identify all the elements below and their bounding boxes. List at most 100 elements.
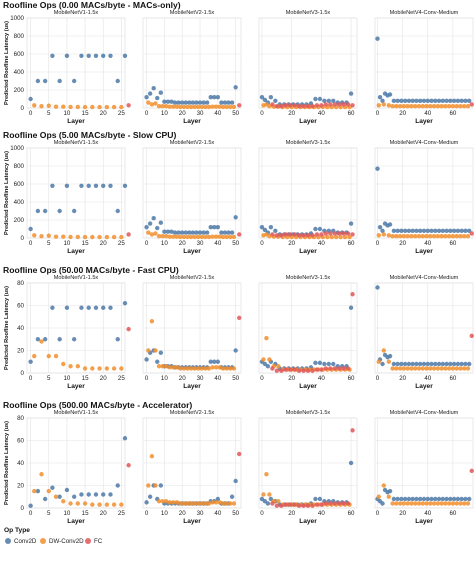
x-tick-label: 40 xyxy=(424,110,431,117)
x-tick-label: 0 xyxy=(145,510,149,517)
point-dwconv2d xyxy=(381,102,386,107)
point-conv2d xyxy=(380,228,385,233)
x-tick-label: 30 xyxy=(197,375,204,382)
point-conv2d xyxy=(451,496,457,502)
point-dwconv2d xyxy=(178,366,183,371)
point-dwconv2d xyxy=(111,366,117,371)
point-conv2d xyxy=(155,359,160,364)
point-dwconv2d xyxy=(386,103,392,108)
point-dwconv2d xyxy=(465,501,471,506)
point-dwconv2d xyxy=(146,230,151,235)
y-tick-label: 60 xyxy=(17,438,24,445)
point-conv2d xyxy=(322,361,327,367)
point-dwconv2d xyxy=(228,501,233,506)
point-conv2d xyxy=(35,337,41,342)
point-dwconv2d xyxy=(46,233,51,238)
x-tick-label: 5 xyxy=(47,375,51,382)
point-fc xyxy=(287,367,293,372)
point-dwconv2d xyxy=(104,234,110,240)
point-dwconv2d xyxy=(446,501,452,506)
point-dwconv2d xyxy=(199,104,204,110)
point-conv2d xyxy=(71,337,77,342)
point-conv2d xyxy=(459,361,464,367)
point-conv2d xyxy=(273,98,278,104)
point-conv2d xyxy=(391,228,397,233)
point-dwconv2d xyxy=(431,366,437,371)
panel-frame xyxy=(142,17,242,109)
point-conv2d xyxy=(64,53,70,58)
point-dwconv2d xyxy=(174,365,180,370)
point-dwconv2d xyxy=(163,499,169,504)
x-tick-label: 60 xyxy=(348,240,355,247)
x-axis-label: Layer xyxy=(415,118,433,125)
x-tick-label: 20 xyxy=(399,375,406,382)
point-dwconv2d xyxy=(185,366,190,371)
point-conv2d xyxy=(172,230,178,235)
point-conv2d xyxy=(93,492,99,497)
point-conv2d xyxy=(380,501,385,506)
point-conv2d xyxy=(448,361,453,367)
point-dwconv2d xyxy=(347,234,352,240)
point-conv2d xyxy=(229,100,235,105)
point-dwconv2d xyxy=(428,366,433,371)
point-dwconv2d xyxy=(325,234,330,240)
x-tick-label: 40 xyxy=(214,240,221,247)
point-conv2d xyxy=(410,496,415,502)
point-fc xyxy=(296,233,302,238)
point-conv2d xyxy=(348,221,354,226)
point-dwconv2d xyxy=(188,366,194,371)
point-dwconv2d xyxy=(146,483,151,488)
point-conv2d xyxy=(169,99,174,104)
point-dwconv2d xyxy=(454,501,459,506)
point-conv2d xyxy=(233,85,238,90)
point-conv2d xyxy=(399,228,404,233)
panel-title: MobileNetV1-1.5x xyxy=(54,140,99,146)
x-tick-label: 30 xyxy=(197,110,204,117)
point-conv2d xyxy=(391,98,397,104)
point-conv2d xyxy=(201,230,206,235)
point-dwconv2d xyxy=(394,234,399,239)
y-axis-label: Predicted Roofline Latency (us) xyxy=(4,286,10,370)
point-fc xyxy=(328,366,333,371)
point-conv2d xyxy=(436,228,442,233)
point-conv2d xyxy=(219,100,224,105)
point-fc xyxy=(301,233,306,238)
point-conv2d xyxy=(421,98,427,104)
point-dwconv2d xyxy=(163,104,169,109)
panel-3-2: MobileNetV3-1.5x 0 20 40 60 Layer xyxy=(258,410,358,525)
x-tick-label: 40 xyxy=(214,510,221,517)
point-conv2d xyxy=(233,215,238,220)
panel-title: MobileNetV2-1.5x xyxy=(170,275,215,281)
point-conv2d xyxy=(313,226,318,232)
point-dwconv2d xyxy=(192,104,197,110)
point-dwconv2d xyxy=(213,234,219,239)
point-dwconv2d xyxy=(443,104,448,109)
point-conv2d xyxy=(429,361,434,367)
y-tick-label: 800 xyxy=(14,163,25,170)
point-conv2d xyxy=(71,78,77,84)
point-fc xyxy=(279,503,284,508)
point-dwconv2d xyxy=(167,365,172,370)
point-dwconv2d xyxy=(424,234,429,239)
point-dwconv2d xyxy=(167,234,172,239)
panel-1-2: MobileNetV3-1.5x 0 20 40 60 Layer xyxy=(258,140,358,255)
point-conv2d xyxy=(71,494,77,499)
point-conv2d xyxy=(455,228,461,233)
point-fc xyxy=(270,232,275,237)
x-tick-label: 0 xyxy=(260,110,264,117)
y-tick-label: 1000 xyxy=(10,15,24,22)
point-conv2d xyxy=(377,225,383,230)
x-axis-label: Layer xyxy=(183,383,201,390)
point-fc xyxy=(314,367,320,372)
x-tick-label: 0 xyxy=(260,510,264,517)
panel-title: MobileNetV4-Conv-Medium xyxy=(390,275,459,281)
point-fc xyxy=(274,104,280,109)
point-dwconv2d xyxy=(261,357,266,362)
point-dwconv2d xyxy=(435,366,441,371)
point-conv2d xyxy=(144,357,149,362)
x-tick-label: 60 xyxy=(449,110,456,117)
point-conv2d xyxy=(459,98,464,104)
point-conv2d xyxy=(421,496,427,502)
panel-0-1: MobileNetV2-1.5x 0 10 20 30 40 50 Layer xyxy=(142,10,242,125)
point-conv2d xyxy=(448,496,453,502)
